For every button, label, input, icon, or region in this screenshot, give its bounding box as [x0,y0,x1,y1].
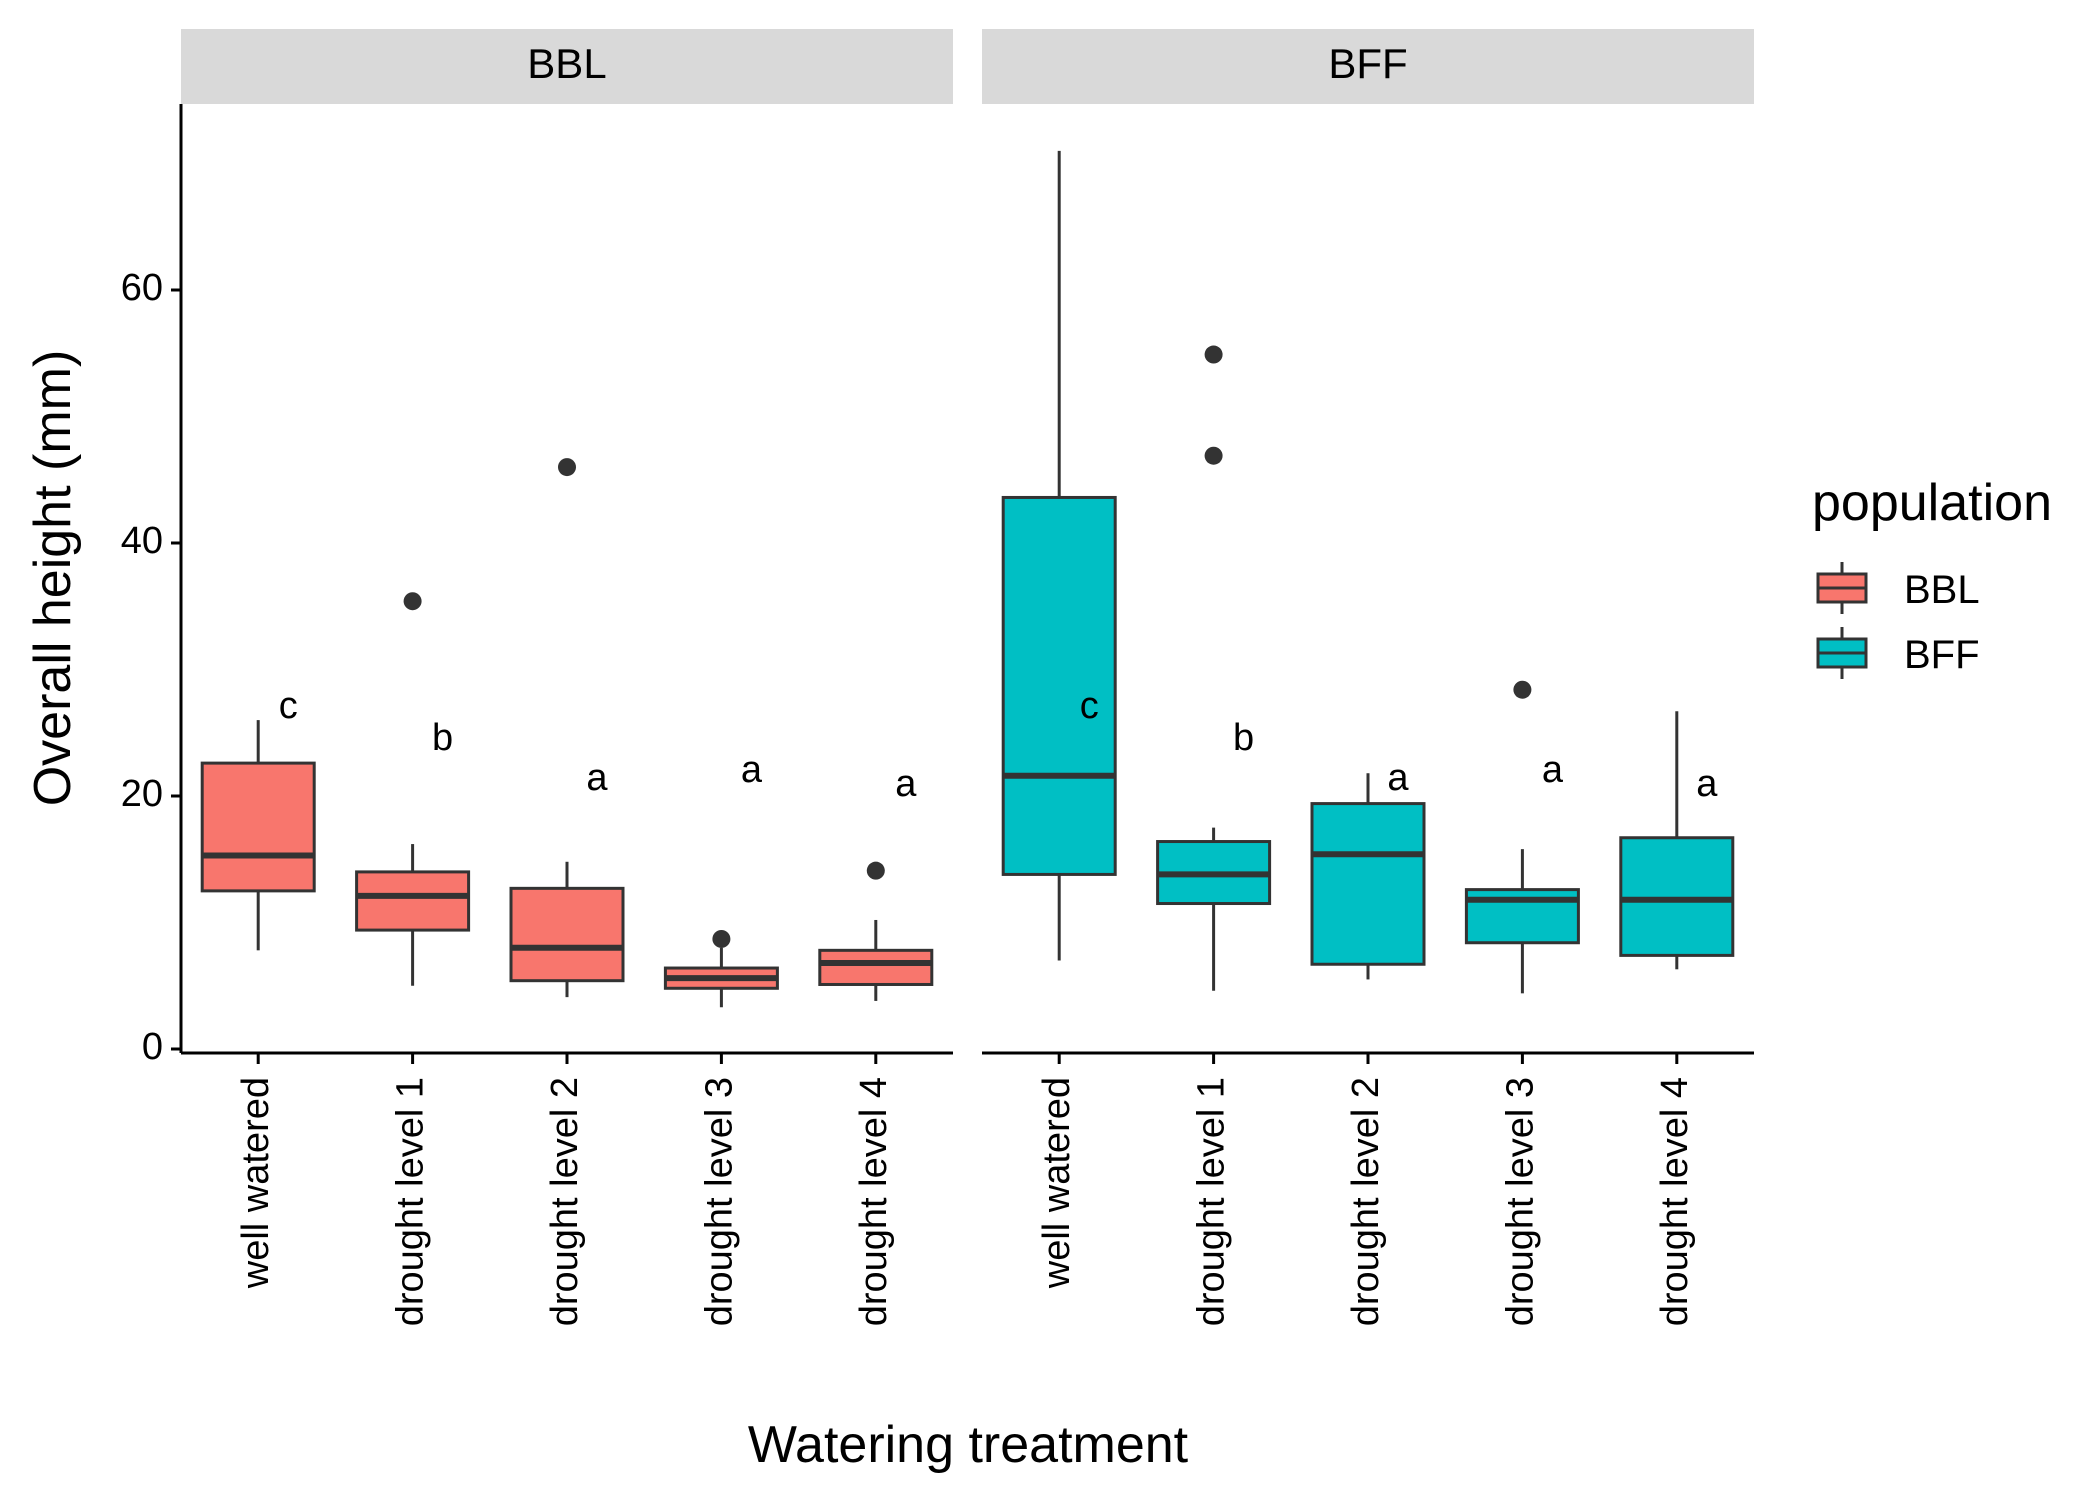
x-tick-label-bbl-drought-level-1: drought level 1 [390,1077,432,1326]
x-tick-label-bbl-well-watered: well watered [235,1077,277,1289]
x-tick-label-bff-drought-level-3: drought level 3 [1499,1077,1541,1326]
facet-strip-bff [982,29,1754,104]
y-tick-label: 20 [121,773,163,815]
bbl-drought-level-2-box [509,886,625,983]
chart-marks: 0 20 40 60 c well watered b drought level 1 a dro… [121,150,1735,1326]
bbl-drought-level-4-outlier [866,861,885,880]
bff-drought-level-3-outlier [1513,680,1532,699]
bbl-drought-level-1-outlier [403,592,422,611]
bbl-drought-level-4-box [818,948,934,986]
y-axis-title: Overall height (mm) [24,350,82,807]
bbl-drought-level-2-significance-letter: a [586,757,608,799]
legend-title: population [1812,474,2052,532]
bff-drought-level-4-box [1619,836,1735,957]
bff-well-watered-significance-letter: c [1080,685,1099,727]
x-tick-label-bbl-drought-level-2: drought level 2 [544,1077,586,1326]
facet-strip-bbl-label: BBL [527,40,606,87]
bbl-drought-level-4-significance-letter: a [895,763,917,805]
facet-strip-bbl [181,29,953,104]
bff-drought-level-2-significance-letter: a [1387,757,1409,799]
x-tick-label-bff-drought-level-2: drought level 2 [1345,1077,1387,1326]
legend-label-bff: BFF [1904,633,1980,677]
bbl-drought-level-3-significance-letter: a [741,749,763,791]
legend: population BBL BFF [1812,474,2052,679]
bbl-drought-level-3-outlier [712,929,731,948]
bff-drought-level-3-significance-letter: a [1542,749,1564,791]
bbl-drought-level-1-significance-letter: b [432,717,453,759]
y-tick-label: 40 [121,520,163,562]
bff-well-watered-box [1001,495,1117,876]
x-tick-label-bbl-drought-level-3: drought level 3 [698,1077,740,1326]
x-tick-label-bff-drought-level-1: drought level 1 [1191,1077,1233,1326]
y-tick-label: 0 [142,1026,163,1068]
x-tick-label-bff-drought-level-4: drought level 4 [1654,1077,1696,1326]
x-axis-title: Watering treatment [748,1416,1189,1474]
x-tick-label-bff-well-watered: well watered [1036,1077,1078,1289]
bff-drought-level-1-outlier [1204,446,1223,465]
bbl-well-watered-significance-letter: c [279,685,298,727]
x-tick-label-bbl-drought-level-4: drought level 4 [853,1077,895,1326]
bff-drought-level-1-outlier [1204,345,1223,364]
bff-drought-level-2-box [1310,802,1426,966]
bbl-well-watered-box [200,761,316,893]
facet-strip-bff-label: BFF [1328,40,1407,87]
bbl-drought-level-1-box [355,870,471,932]
legend-label-bbl: BBL [1904,568,1980,612]
bff-drought-level-4-significance-letter: a [1696,763,1718,805]
bff-drought-level-1-significance-letter: b [1233,717,1254,759]
bbl-drought-level-2-outlier [558,458,576,477]
y-tick-label: 60 [121,267,163,309]
